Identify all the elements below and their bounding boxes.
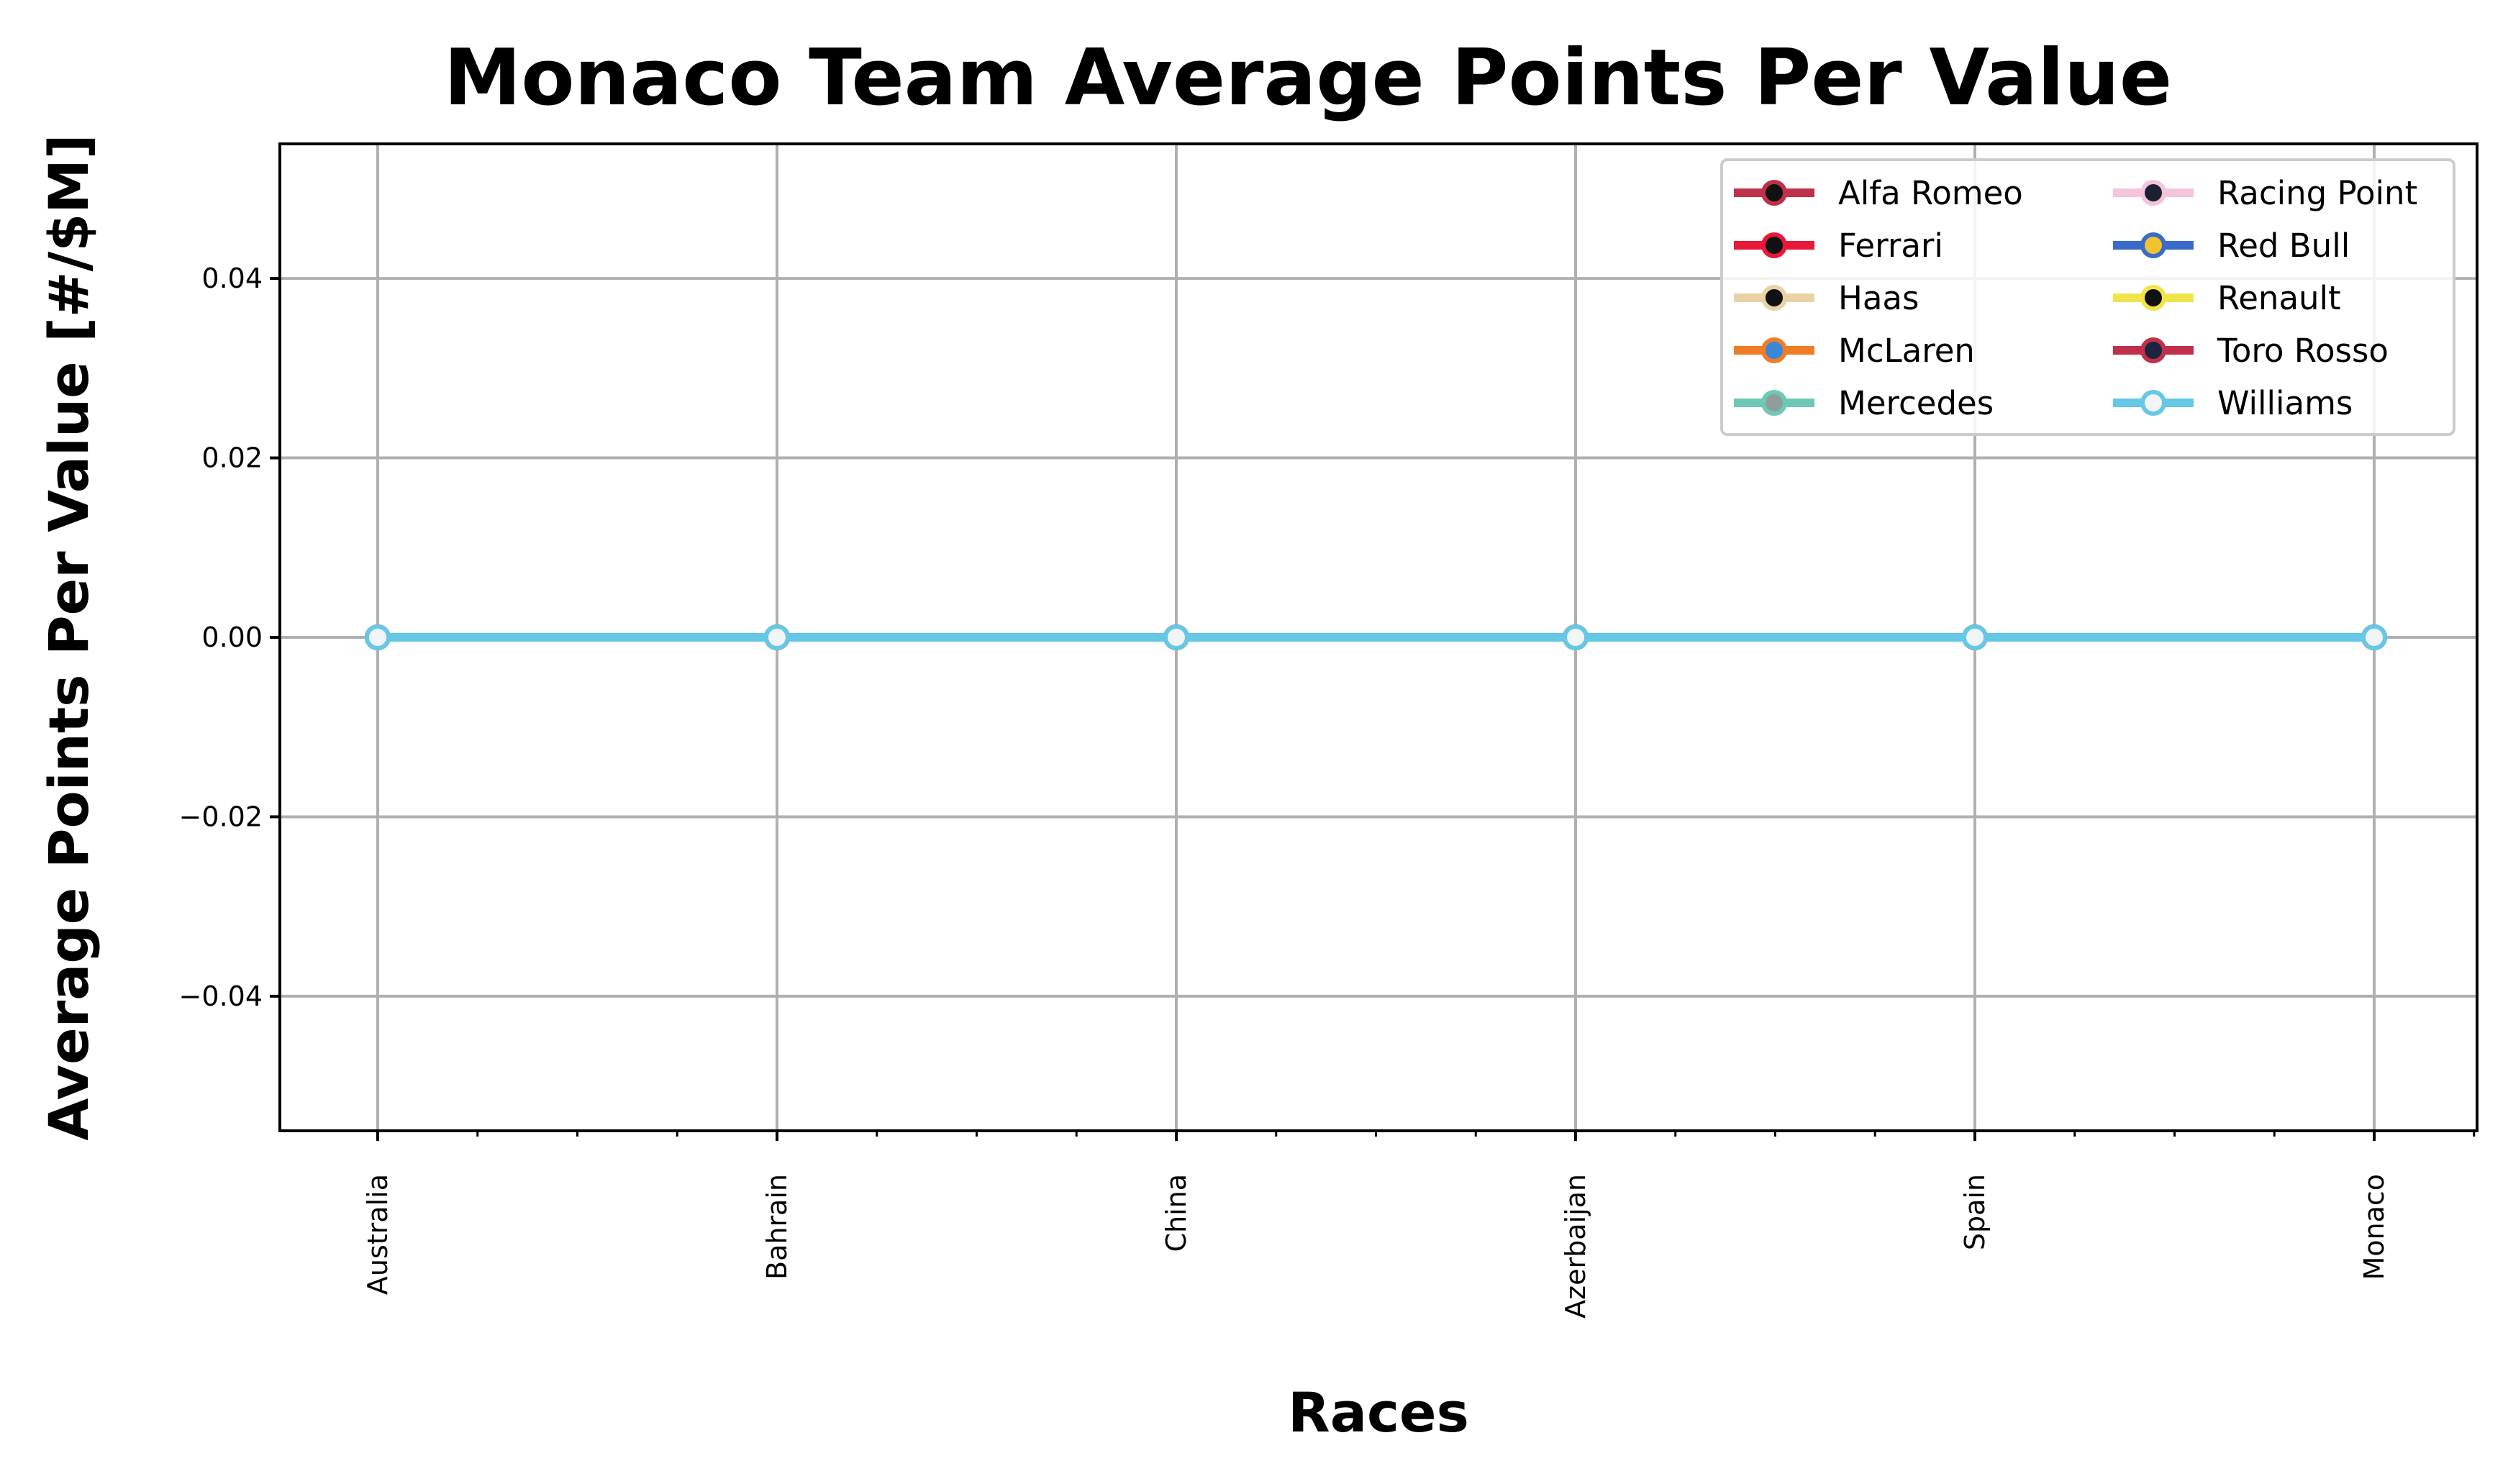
data-point <box>1163 624 1189 650</box>
legend-item: Ferrari <box>1734 227 1943 265</box>
legend-label: McLaren <box>1838 332 1975 370</box>
x-axis-label: Races <box>1288 1380 1469 1444</box>
x-tick-label: China <box>1160 1174 1192 1252</box>
legend-label: Mercedes <box>1838 384 1994 422</box>
legend-item: Toro Rosso <box>2113 332 2389 370</box>
y-tick-label: 0.02 <box>201 442 263 474</box>
data-point <box>1962 624 1988 650</box>
series-williams <box>365 624 2387 650</box>
data-point <box>365 624 391 650</box>
x-tick-label: Bahrain <box>761 1174 793 1280</box>
x-tick-label: Azerbaijan <box>1560 1174 1591 1319</box>
y-tick-label: 0.04 <box>201 263 263 294</box>
chart-title: Monaco Team Average Points Per Value <box>444 33 2172 123</box>
y-axis-label: Average Points Per Value [#/$M] <box>37 134 101 1140</box>
legend-item: Renault <box>2113 279 2341 317</box>
x-tick-label: Australia <box>362 1174 394 1295</box>
data-point <box>2361 624 2387 650</box>
y-tick-label: −0.02 <box>179 801 263 832</box>
legend-label: Ferrari <box>1838 227 1943 265</box>
data-point <box>764 624 790 650</box>
legend-marker-swatch <box>2140 232 2166 258</box>
axis-ticks: 0.04 0.02 0.00 −0.02 −0.04 Australia Bahrain Ch… <box>179 263 2476 1319</box>
data-point <box>1563 624 1589 650</box>
legend-marker-swatch <box>2140 180 2166 206</box>
legend-item: Williams <box>2113 384 2353 422</box>
legend-marker-swatch <box>1761 232 1787 258</box>
legend-item: McLaren <box>1734 332 1975 370</box>
series-group <box>365 624 2387 650</box>
x-tick-label: Monaco <box>2358 1174 2390 1280</box>
legend-marker-swatch <box>1761 180 1787 206</box>
legend-item: Haas <box>1734 279 1919 317</box>
y-tick-label: −0.04 <box>179 980 263 1012</box>
legend-label: Racing Point <box>2217 174 2417 212</box>
legend-marker-swatch <box>1761 390 1787 416</box>
legend-box <box>1720 158 2455 436</box>
legend-marker-swatch <box>1761 337 1787 363</box>
legend-marker-swatch <box>2140 390 2166 416</box>
legend-item: Red Bull <box>2113 227 2350 265</box>
legend-label: Williams <box>2217 384 2353 422</box>
legend-item: Alfa Romeo <box>1734 174 2023 212</box>
legend-marker-swatch <box>2140 285 2166 311</box>
legend-label: Haas <box>1838 279 1919 317</box>
legend-item: Mercedes <box>1734 384 1994 422</box>
legend-marker-swatch <box>2140 337 2166 363</box>
legend-item: Racing Point <box>2113 174 2417 212</box>
legend-label: Red Bull <box>2217 227 2350 265</box>
y-tick-label: 0.00 <box>201 622 263 653</box>
legend: Alfa Romeo Ferrari Haas McLaren Mercedes Raci… <box>1720 158 2455 436</box>
legend-label: Alfa Romeo <box>1838 174 2023 212</box>
legend-label: Renault <box>2217 279 2341 317</box>
x-tick-label: Spain <box>1959 1174 1991 1250</box>
legend-label: Toro Rosso <box>2217 332 2389 370</box>
legend-marker-swatch <box>1761 285 1787 311</box>
